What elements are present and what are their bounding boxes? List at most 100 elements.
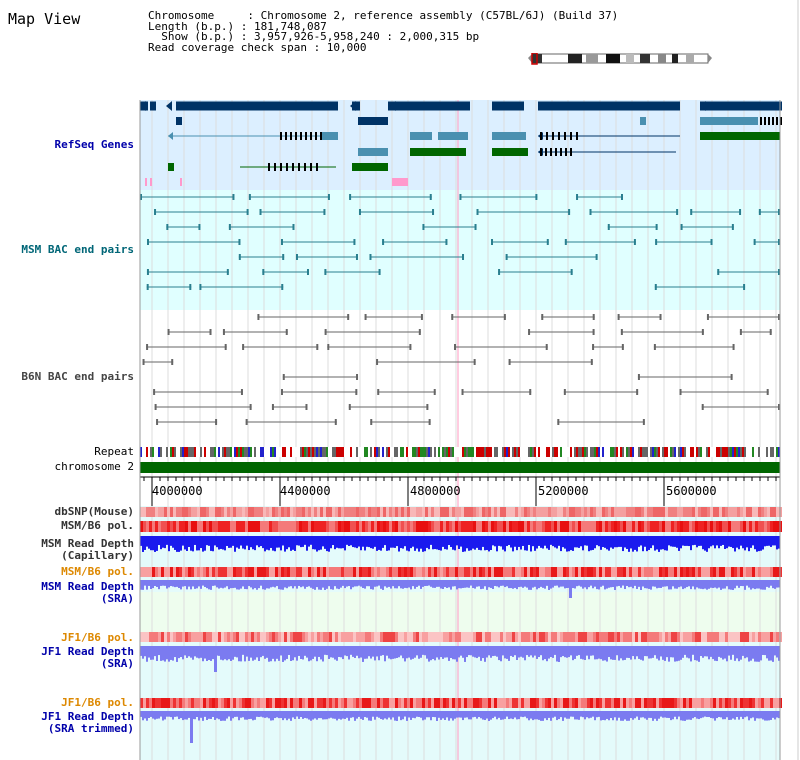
track-label-msm-bac[interactable]: MSM BAC end pairs [21,243,134,256]
dbsnp-cell [428,507,431,517]
msm-bac-pair-end [369,254,372,260]
track-label-msm-b6-pol-2[interactable]: MSM/B6 pol. [61,565,134,578]
jf1-depth-sra-bar [770,646,772,661]
jf1-depth-sra-bar [730,646,732,660]
gene-arrow [140,101,146,111]
msm-bac-pair-end [306,269,309,275]
repeat-segment [316,447,318,457]
track-label-msm-depth-sra[interactable]: MSM Read Depth (SRA) [41,581,134,605]
msm-depth-capillary-bar [768,536,770,546]
jf1-pol-cell [338,698,341,708]
msm-depth-sra-bar [634,580,636,586]
jf1-depth-trimmed-bar [636,711,638,717]
msm-pol-cell [629,567,632,577]
msm-pol-cell [527,567,530,577]
dbsnp-cell [374,507,377,517]
repeat-segment [420,447,422,457]
jf1-pol-cell [674,698,677,708]
msm-depth-capillary-bar [662,536,664,550]
repeat-segment [642,447,644,457]
msm-pol-cell [767,521,770,532]
msm-pol-cell [443,567,446,577]
b6n-bac-pair-end [679,389,682,395]
jf1-depth-trimmed-bar [770,711,772,720]
jf1-depth-trimmed-bar [554,711,556,717]
dbsnp-cell [362,507,365,517]
jf1-depth-trimmed-bar [262,711,264,718]
jf1-depth-trimmed-bar [224,711,226,721]
track-label-repeat[interactable]: Repeat [94,445,134,458]
track-label-msm-b6-pol-1[interactable]: MSM/B6 pol. [61,519,134,532]
msm-depth-capillary-bar [766,536,768,546]
msm-pol-cell [155,521,158,532]
msm-depth-capillary-bar [464,536,466,552]
msm-depth-capillary-bar [704,536,706,551]
gene-exon [274,163,276,171]
track-label-dbsnp[interactable]: dbSNP(Mouse) [54,505,134,518]
msm-pol-cell [140,521,143,532]
jf1-depth-trimmed-bar [312,711,314,720]
jf1-pol-cell [200,632,203,642]
repeat-segment [184,447,186,457]
track-label-refseq[interactable]: RefSeq Genes [54,138,134,151]
track-label-chromosome[interactable]: chromosome 2 [54,460,134,473]
dbsnp-cell [152,507,155,517]
dbsnp-cell [659,507,662,517]
chromosome-ideogram[interactable] [528,53,714,65]
msm-depth-capillary-bar [652,536,654,546]
jf1-depth-trimmed-bar [428,711,430,718]
jf1-pol-cell [539,698,542,708]
repeat-segment [150,447,152,457]
msm-pol-cell [449,567,452,577]
msm-depth-capillary-bar [328,536,330,552]
jf1-depth-sra-bar [750,646,752,661]
repeat-segment [482,447,484,457]
msm-depth-capillary-bar [482,536,484,547]
repeat-segment [500,447,502,457]
jf1-pol-cell [722,632,725,642]
msm-pol-cell [422,521,425,532]
msm-pol-cell [173,521,176,532]
dbsnp-cell [677,507,680,517]
jf1-pol-cell [686,632,689,642]
repeat-segment [518,447,520,457]
track-label-jf1-b6-pol-1[interactable]: JF1/B6 pol. [61,631,134,644]
chromosome-bar [140,462,780,473]
msm-depth-sra-bar [544,580,546,589]
msm-depth-capillary-bar [568,536,570,552]
jf1-pol-cell [317,698,320,708]
jf1-depth-trimmed-bar [754,711,756,721]
track-label-jf1-depth-trimmed[interactable]: JF1 Read Depth (SRA trimmed) [41,711,134,735]
msm-depth-sra-bar [346,580,348,587]
msm-depth-sra-bar [440,580,442,589]
jf1-depth-sra-bar [546,646,548,662]
dbsnp-cell [503,507,506,517]
jf1-depth-sra-bar [168,646,170,662]
msm-pol-cell [761,521,764,532]
jf1-pol-cell [170,632,173,642]
msm-pol-cell [530,521,533,532]
jf1-depth-trimmed-bar [568,711,570,719]
jf1-depth-sra-bar [288,646,290,655]
jf1-depth-sra-bar [600,646,602,660]
track-label-msm-depth-capillary[interactable]: MSM Read Depth (Capillary) [41,538,134,562]
repeat-segment [548,447,550,457]
track-label-jf1-b6-pol-2[interactable]: JF1/B6 pol. [61,696,134,709]
track-label-jf1-depth-sra[interactable]: JF1 Read Depth (SRA) [41,646,134,670]
msm-depth-sra-bar [474,580,476,589]
jf1-depth-trimmed-bar [260,711,262,717]
msm-depth-sra-bar [516,580,518,590]
jf1-depth-trimmed-bar [588,711,590,719]
jf1-depth-trimmed-bar [274,711,276,719]
repeat-segment [530,447,532,457]
repeat-segment [764,447,766,457]
msm-depth-capillary-bar [152,536,154,551]
msm-bac-pair-end [323,209,326,215]
gene-exon [268,163,270,171]
track-label-b6n-bac[interactable]: B6N BAC end pairs [21,370,134,383]
dbsnp-cell [593,507,596,517]
jf1-pol-cell [605,698,608,708]
msm-pol-cell [488,521,491,532]
dbsnp-cell [185,507,188,517]
